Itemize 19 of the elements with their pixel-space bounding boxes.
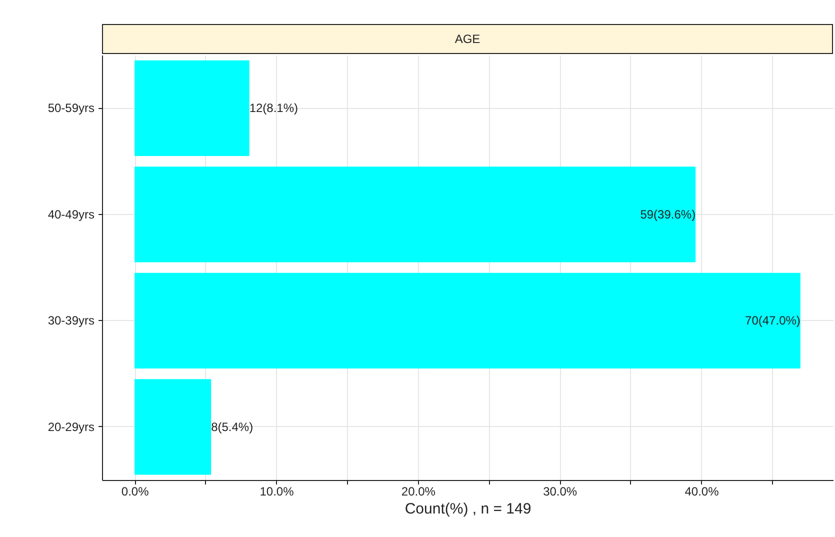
chart-title: AGE xyxy=(102,24,833,54)
y-tick-label: 40-49yrs xyxy=(48,207,94,222)
x-axis-title: Count(%) , n = 149 xyxy=(404,500,532,518)
data-label: 70(47.0%) xyxy=(745,314,800,328)
data-label: 59(39.6%) xyxy=(640,207,696,222)
y-tick-label: 30-39yrs xyxy=(48,314,94,328)
x-tick-label: 40.0% xyxy=(684,484,720,498)
x-tick-label: 30.0% xyxy=(543,484,578,498)
bar xyxy=(134,60,250,156)
bar xyxy=(134,166,696,262)
x-tick-label: 20.0% xyxy=(401,484,436,498)
data-label: 8(5.4%) xyxy=(211,420,254,434)
y-tick-label: 50-59yrs xyxy=(48,101,94,116)
bar xyxy=(134,379,212,475)
y-tick-label: 20-29yrs xyxy=(48,420,94,434)
bar xyxy=(134,272,800,368)
x-tick-label: 10.0% xyxy=(260,484,294,498)
x-tick-label: 0.0% xyxy=(121,484,150,498)
data-label: 12(8.1%) xyxy=(249,101,298,116)
